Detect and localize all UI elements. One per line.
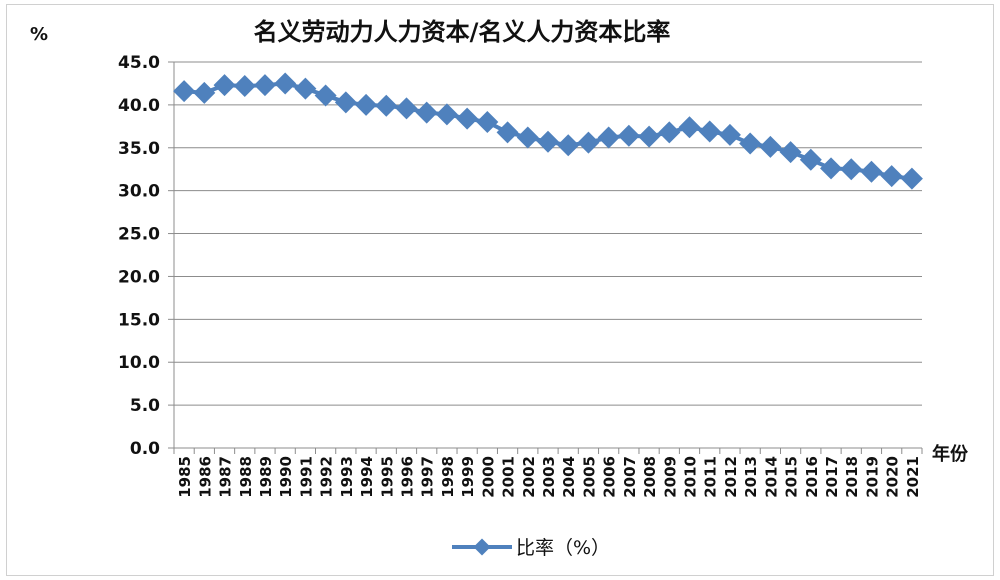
x-tick-label: 2015 [783, 456, 801, 498]
data-point-marker [476, 111, 498, 133]
y-tick-label: 5.0 [130, 396, 160, 416]
data-point-marker [214, 74, 236, 96]
series-layer [173, 72, 923, 189]
y-tick-label: 35.0 [118, 139, 160, 159]
legend-diamond-marker [474, 539, 491, 556]
x-tick-label: 1995 [378, 456, 396, 498]
data-point-marker [739, 132, 761, 154]
data-point-marker [193, 82, 215, 104]
data-point-marker [294, 78, 316, 100]
data-point-marker [497, 121, 519, 143]
legend-label: 比率（%） [516, 537, 610, 559]
y-tick-label: 20.0 [118, 267, 160, 287]
gridlines [168, 62, 922, 448]
data-point-marker [173, 80, 195, 102]
data-point-marker [800, 149, 822, 171]
x-tick-label: 2013 [742, 456, 760, 498]
data-point-marker [699, 120, 721, 142]
data-point-marker [780, 141, 802, 163]
data-point-marker [598, 126, 620, 148]
data-point-marker [719, 124, 741, 146]
x-tick-label: 2006 [601, 456, 619, 498]
x-tick-label: 2005 [580, 456, 598, 498]
x-tick-label: 1999 [459, 456, 477, 498]
x-tick-label: 1987 [217, 456, 235, 498]
y-tick-label: 45.0 [118, 53, 160, 73]
x-tick-label: 2009 [661, 456, 679, 498]
x-tick-label: 2019 [863, 456, 881, 498]
x-tick-label: 1989 [257, 456, 275, 498]
chart-title: 名义劳动力人力资本/名义人力资本比率 [254, 18, 671, 46]
data-point-marker [234, 75, 256, 97]
x-axis-ticks: 1985 1986 1987 1988 1989 1990 1991 1992 1993 1994… [176, 456, 922, 498]
x-tick-label: 2016 [803, 456, 821, 498]
x-tick-label: 1997 [419, 456, 437, 498]
x-axis [174, 62, 922, 454]
data-point-marker [355, 94, 377, 116]
data-point-marker [820, 157, 842, 179]
x-tick-label: 1990 [277, 456, 295, 498]
data-point-marker [901, 168, 923, 190]
data-point-marker [254, 74, 276, 96]
x-tick-label: 2007 [621, 456, 639, 498]
y-tick-label: 30.0 [118, 182, 160, 202]
data-point-marker [840, 158, 862, 180]
data-point-marker [395, 97, 417, 119]
data-point-marker [274, 72, 296, 94]
x-tick-label: 2000 [479, 456, 497, 498]
x-tick-label: 2002 [520, 456, 538, 498]
data-point-marker [436, 103, 458, 125]
x-tick-label: 1991 [297, 456, 315, 498]
data-point-marker [759, 136, 781, 158]
data-point-marker [860, 161, 882, 183]
data-point-marker [638, 126, 660, 148]
y-tick-label: 40.0 [118, 96, 160, 116]
x-tick-label: 1985 [176, 456, 194, 498]
data-point-marker [881, 165, 903, 187]
y-tick-label: 0.0 [130, 439, 160, 459]
x-tick-label: 2003 [540, 456, 558, 498]
x-tick-label: 2008 [641, 456, 659, 498]
x-tick-label: 2017 [823, 456, 841, 498]
x-tick-label: 1986 [196, 456, 214, 498]
y-tick-label: 10.0 [118, 353, 160, 373]
x-tick-label: 1994 [358, 456, 376, 498]
y-tick-label: 15.0 [118, 310, 160, 330]
data-point-marker [618, 125, 640, 147]
legend: 比率（%） [452, 537, 610, 559]
y-axis-unit-label: % [30, 24, 48, 45]
data-point-marker [577, 132, 599, 154]
data-point-marker [679, 116, 701, 138]
x-tick-label: 2018 [843, 456, 861, 498]
data-point-marker [517, 126, 539, 148]
y-axis-ticks: 0.0 5.0 10.0 15.0 20.0 25.0 30.0 35.0 40.0 45.0 [118, 53, 160, 459]
x-tick-label: 1998 [439, 456, 457, 498]
data-point-marker [315, 84, 337, 106]
x-tick-label: 1988 [237, 456, 255, 498]
x-tick-label: 2010 [682, 456, 700, 498]
y-tick-label: 25.0 [118, 225, 160, 245]
x-tick-label: 2012 [722, 456, 740, 498]
x-tick-label: 2004 [560, 456, 578, 498]
data-point-marker [658, 121, 680, 143]
x-tick-label: 2011 [702, 456, 720, 498]
x-tick-label: 2001 [500, 456, 518, 498]
x-axis-label: 年份 [932, 443, 969, 465]
data-point-marker [375, 95, 397, 117]
data-point-marker [335, 91, 357, 113]
x-tick-label: 2014 [762, 456, 780, 498]
x-tick-label: 2021 [904, 456, 922, 498]
data-point-marker [537, 131, 559, 153]
x-tick-label: 1993 [338, 456, 356, 498]
x-tick-label: 1996 [398, 456, 416, 498]
data-point-marker [456, 108, 478, 130]
x-tick-label: 2020 [884, 456, 902, 498]
data-point-marker [557, 134, 579, 156]
x-tick-label: 1992 [318, 456, 336, 498]
